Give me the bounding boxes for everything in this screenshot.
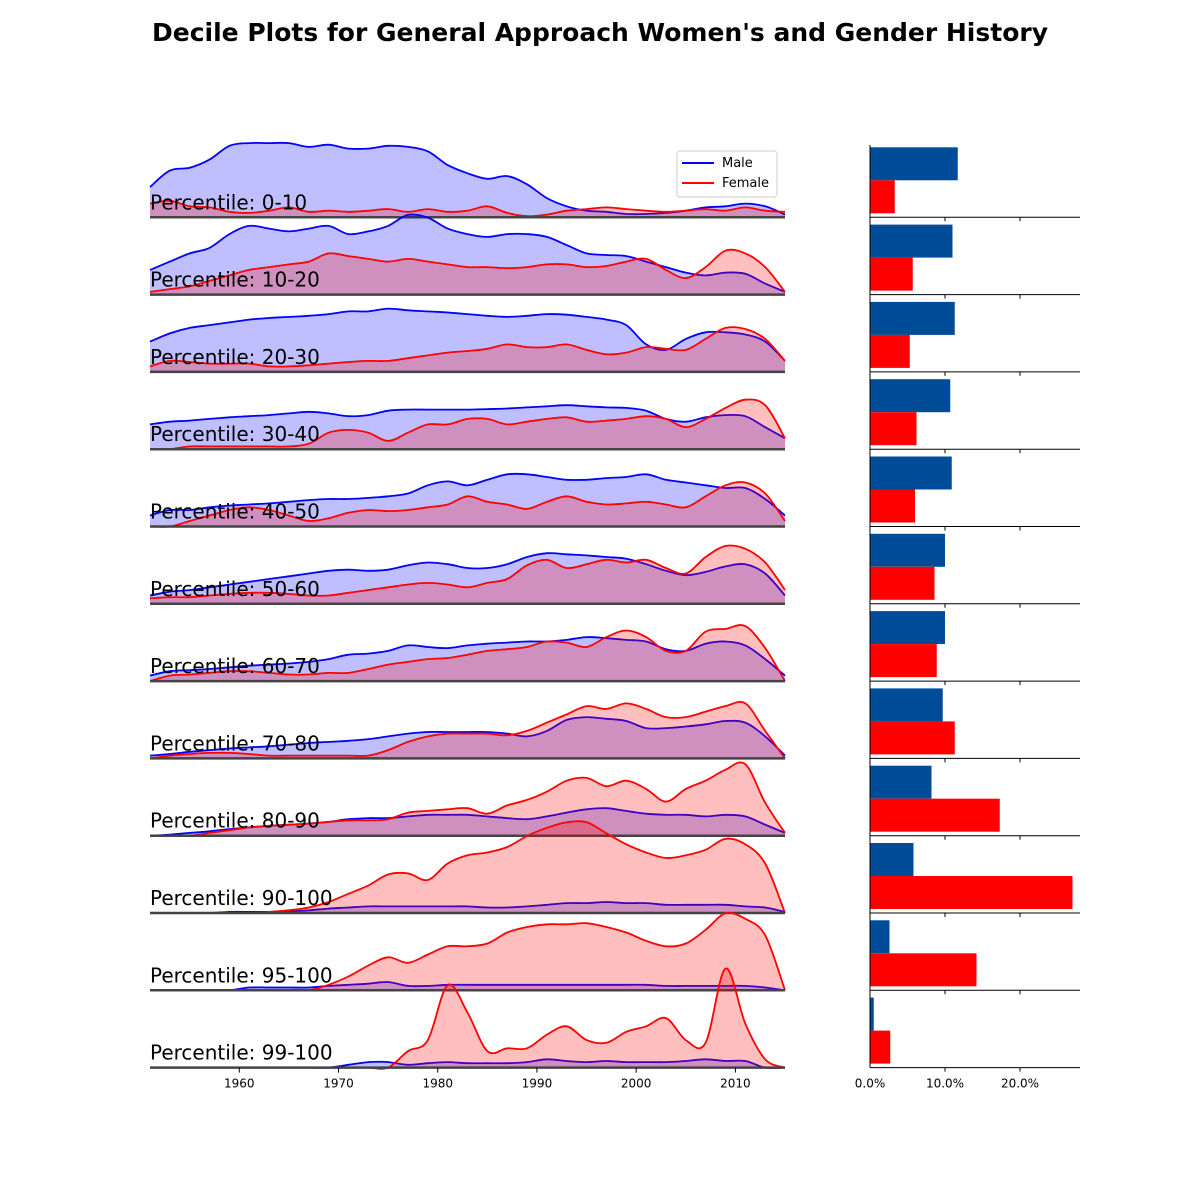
density-fill-male: [150, 142, 785, 218]
density-line-female: [149, 398, 786, 451]
bar-male: [870, 379, 951, 413]
x-tick-label: 1970: [323, 1077, 354, 1091]
bar-female: [870, 721, 955, 755]
density-line-male: [149, 636, 786, 677]
bar-male: [870, 688, 943, 722]
density-line-female: [149, 481, 786, 528]
density-fill-male: [150, 637, 785, 682]
row-label: Percentile: 0-10: [150, 190, 307, 214]
density-fill-female: [150, 701, 785, 759]
bar-female: [870, 876, 1073, 909]
bar-male: [870, 765, 932, 799]
row-label: Percentile: 20-30: [150, 345, 320, 369]
density-line-female: [150, 761, 786, 837]
bar-male: [870, 611, 945, 645]
row-label: Percentile: 10-20: [150, 268, 320, 292]
row-label: Percentile: 30-40: [150, 422, 320, 446]
bar-female: [870, 412, 917, 446]
density-line-male: [149, 404, 786, 439]
bar-male: [870, 533, 945, 567]
density-line-male: [149, 472, 786, 517]
density-line-male: [149, 716, 786, 757]
density-fill-female: [150, 200, 785, 218]
density-line-female: [149, 624, 786, 682]
legend-label: Male: [722, 156, 753, 171]
bar-female: [870, 644, 937, 678]
bar-male: [870, 456, 952, 490]
bar-female: [870, 257, 913, 291]
bar-male: [870, 301, 955, 335]
row-label: Percentile: 95-100: [150, 963, 333, 987]
bar-female: [870, 798, 1000, 832]
x-tick-label: 1960: [224, 1077, 255, 1091]
density-fill-female: [150, 912, 785, 991]
density-line-male: [149, 307, 786, 362]
bar-female: [870, 334, 910, 368]
density-fill-male: [150, 405, 785, 450]
density-line-female: [149, 326, 786, 368]
row-label: Percentile: 99-100: [150, 1041, 333, 1065]
x-tick-label: 1980: [422, 1077, 453, 1091]
density-fill-female: [150, 482, 785, 527]
x-tick-label: 1990: [522, 1077, 553, 1091]
density-line-male: [149, 552, 786, 597]
bar-x-tick-label: 0.0%: [855, 1077, 886, 1091]
density-fill-female: [150, 821, 785, 914]
x-tick-label: 2000: [621, 1077, 652, 1091]
density-fill-male: [150, 717, 785, 759]
bar-female: [870, 180, 895, 214]
density-fill-male: [150, 808, 785, 836]
x-tick-label: 2010: [720, 1077, 751, 1091]
row-label: Percentile: 90-100: [150, 886, 333, 910]
density-fill-female: [150, 545, 785, 604]
bar-x-tick-label: 20.0%: [1001, 1077, 1039, 1091]
density-line-male: [150, 981, 786, 992]
bar-x-tick-label: 10.0%: [926, 1077, 964, 1091]
density-fill-male: [150, 308, 785, 372]
bar-female: [870, 566, 935, 600]
bar-male: [870, 997, 874, 1031]
row-label: Percentile: 70-80: [150, 731, 320, 755]
density-fill-female: [150, 625, 785, 682]
bar-female: [870, 953, 977, 987]
density-line-male: [149, 213, 786, 293]
bar-male: [870, 224, 953, 258]
density-fill-female: [150, 968, 785, 1069]
bar-male: [870, 147, 958, 181]
row-label: Percentile: 40-50: [150, 500, 320, 524]
bar-male: [870, 843, 914, 876]
density-fill-female: [150, 249, 785, 295]
legend-label: Female: [722, 176, 769, 191]
row-label: Percentile: 60-70: [150, 654, 320, 678]
bar-male: [870, 920, 890, 954]
density-fill-female: [150, 327, 785, 372]
density-line-female: [149, 248, 786, 293]
row-label: Percentile: 50-60: [150, 577, 320, 601]
density-fill-female: [150, 399, 785, 450]
bar-female: [870, 489, 915, 523]
density-line-female: [149, 199, 786, 218]
density-fill-male: [150, 473, 785, 527]
row-label: Percentile: 80-90: [150, 809, 320, 833]
density-line-female: [149, 544, 786, 600]
density-line-female: [149, 701, 786, 760]
bar-female: [870, 1030, 891, 1064]
chart-title: Decile Plots for General Approach Women'…: [152, 18, 1048, 47]
density-fill-male: [150, 553, 785, 604]
density-fill-male: [150, 214, 785, 295]
